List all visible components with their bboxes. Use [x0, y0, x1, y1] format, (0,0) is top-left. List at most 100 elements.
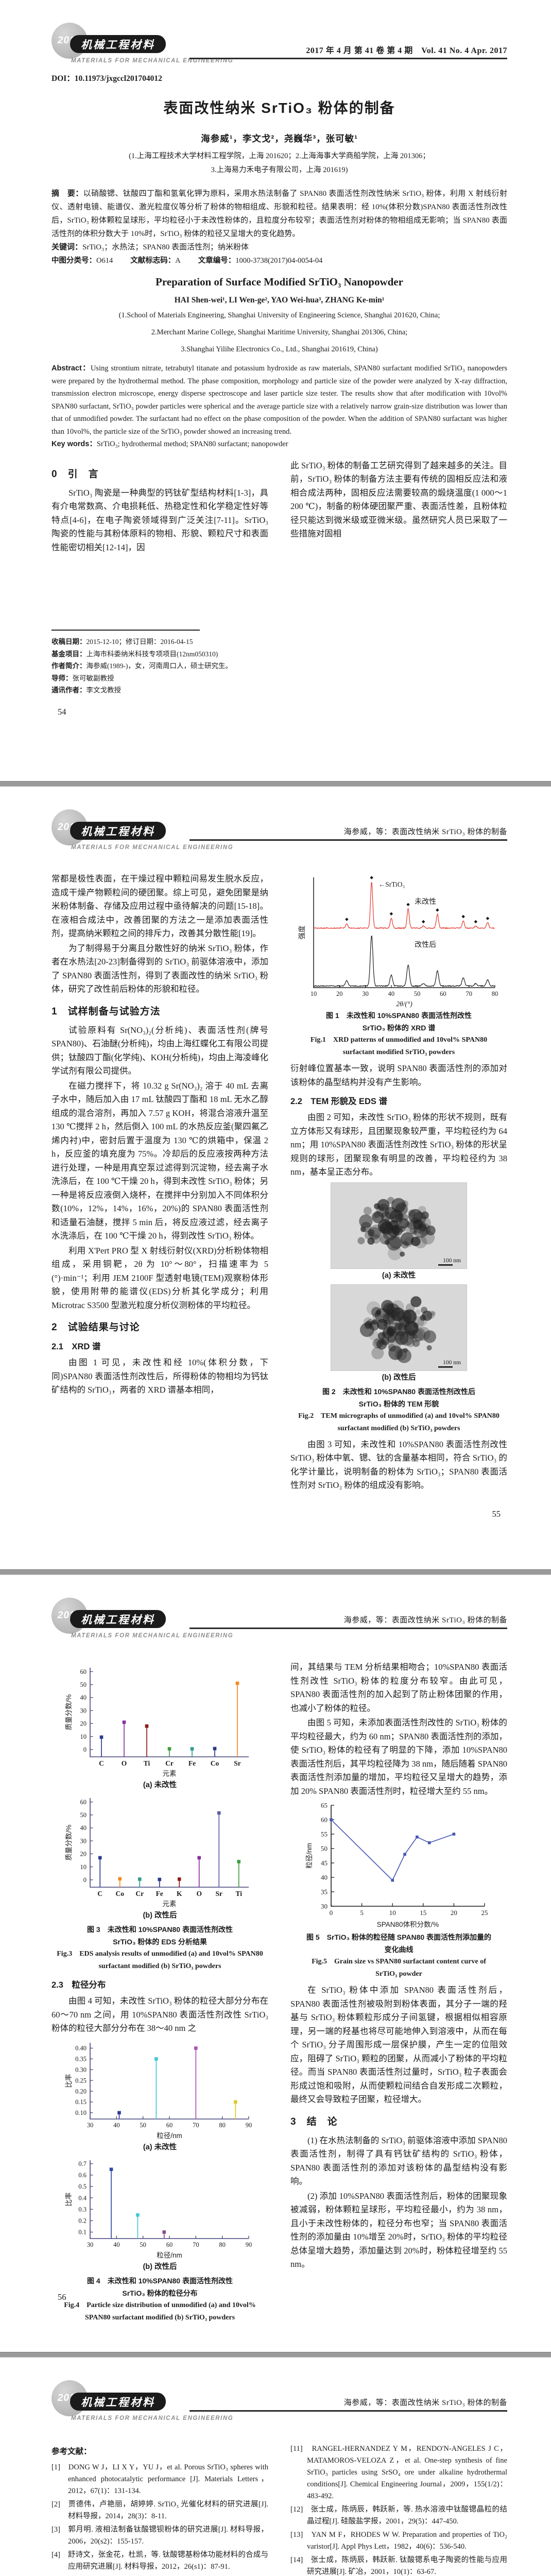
article-id-value: 1000-3738(2017)04-0054-04: [235, 257, 323, 265]
svg-text:30: 30: [87, 2122, 93, 2129]
article-id-label: 文章编号：: [198, 257, 236, 265]
issue-info: 2017 年 4 月 第 41 卷 第 4 期 Vol. 41 No. 4 Ap…: [306, 46, 507, 55]
svg-text:C: C: [97, 1890, 102, 1897]
figure3-panel-b-label: (b) 改性后: [143, 1911, 177, 1920]
abstract-text-en: Using strontium nitrate, tetrabutyl tita…: [51, 364, 508, 436]
svg-text:40: 40: [80, 1824, 87, 1832]
paragraph: 衍射峰位置基本一致，说明 SPAN80 表面活性剂的添加对该粉体的晶型结构并没有…: [290, 1063, 507, 1087]
paragraph: 由图 2 可知，未改性 SrTiO₃ 粉体的形状不规则，既有立方体形又有球形，且…: [290, 1112, 507, 1177]
svg-text:元素: 元素: [162, 1770, 176, 1777]
svg-text:10: 10: [310, 990, 317, 997]
svg-text:质量分数/%: 质量分数/%: [65, 1694, 73, 1731]
svg-text:10: 10: [80, 1733, 87, 1740]
svg-text:Fe: Fe: [156, 1890, 163, 1897]
reference-item: [11] RANGEL-HERNANDEZ Y M，RENDO'N-ANGELE…: [290, 2445, 507, 2500]
references-heading: 参考文献：: [51, 2447, 92, 2456]
intro-paragraph-right: 此 SrTiO₃ 粉体的制备工艺研究得到了越来越多的关注。目前，SrTiO₃ 粉…: [290, 460, 507, 539]
svg-text:10: 10: [80, 1863, 87, 1871]
svg-text:比率: 比率: [64, 2074, 73, 2088]
figure1-caption-cn: 图 1 未改性和 10%SPAN80 表面活性剂改性: [326, 1011, 472, 1020]
page-number: 54: [58, 707, 66, 717]
svg-text:0.10: 0.10: [75, 2109, 87, 2116]
right-column: 此 SrTiO₃ 粉体的制备工艺研究得到了越来越多的关注。目前，SrTiO₃ 粉…: [290, 459, 507, 556]
header-rule: [190, 2410, 507, 2412]
article-title-en: Preparation of Surface Modified SrTiO₃ N…: [156, 276, 403, 288]
figure3a-eds-chart: 0 10 20 30 40 50 60 C O Ti Cr Fe Co Sr 元素 质量分数/%: [51, 1663, 268, 1778]
figure3-caption-cn: SrTiO₃ 粉体的 EDS 分析结果: [113, 1938, 207, 1946]
figure4b-distribution-chart: 0.1 0.2 0.3 0.4 0.5 0.6 0.7 30 40 50 60 70 80 90 粒径/nm…: [51, 2155, 268, 2260]
page4-body: 参考文献： [1] DONG W J，LI X Y，YU J，et al. Po…: [51, 2435, 507, 2576]
svg-text:70: 70: [193, 2122, 199, 2129]
svg-text:60: 60: [440, 990, 446, 997]
authors-en: HAI Shen-wei¹, LI Wen-ge², YAO Wei-hua³,…: [174, 296, 385, 304]
svg-text:0.2: 0.2: [78, 2217, 87, 2224]
page-54: 2017 机械工程材料 MATERIALS FOR MECHANICAL ENG…: [0, 0, 551, 781]
affiliation-en-line2: 2.Merchant Marine College, Shanghai Mari…: [151, 328, 408, 336]
footnote-received: 收稿日期：2015-12-10；修订日期：2016-04-15: [51, 638, 193, 646]
figure3-caption-en: Fig.3 EDS analysis results of unmodified…: [57, 1950, 263, 1958]
figure2-caption-cn: SrTiO₃ 粉体的 TEM 形貌: [358, 1399, 439, 1408]
journal-logo: 2017 机械工程材料 MATERIALS FOR MECHANICAL ENG…: [51, 2380, 233, 2430]
svg-text:100 nm: 100 nm: [443, 1360, 461, 1366]
page-separator: [0, 1569, 551, 1575]
svg-text:30: 30: [362, 990, 369, 997]
section-0-heading: 0 引 言: [51, 468, 99, 480]
svg-text:60: 60: [80, 1668, 87, 1675]
affiliation-en-line1: (1.School of Materials Engineering, Shan…: [118, 311, 440, 319]
figure1-caption-en: surfactant modified SrTiO₃ powders: [342, 1048, 455, 1056]
left-column: 参考文献： [1] DONG W J，LI X Y，YU J，et al. Po…: [51, 2443, 268, 2576]
figure4-caption-cn: 图 4 未改性和 10%SPAN80 表面活性剂改性: [87, 2276, 233, 2285]
journal-logo: 2017 机械工程材料 MATERIALS FOR MECHANICAL ENG…: [51, 809, 233, 859]
footnote-fund: 基金项目：上海市科委纳米科技专项项目(12nm050310): [51, 650, 218, 658]
svg-text:20: 20: [80, 1720, 87, 1727]
svg-text:40: 40: [113, 2241, 120, 2248]
page-56: 2017 机械工程材料 MATERIALS FOR MECHANICAL ENG…: [0, 1575, 551, 2352]
svg-text:50: 50: [80, 1811, 87, 1819]
svg-text:30: 30: [321, 1902, 328, 1910]
figure5-caption-cn: 图 5 SrTiO₃ 粉体的粒径随 SPAN80 表面活性剂添加量的: [306, 1933, 492, 1941]
svg-text:10: 10: [389, 1909, 395, 1917]
page-57: 2017 机械工程材料 MATERIALS FOR MECHANICAL ENG…: [0, 2358, 551, 2576]
svg-text:粒径/nm: 粒径/nm: [305, 1843, 313, 1869]
svg-text:C: C: [99, 1759, 104, 1767]
paragraph: 由图 3 可知，未改性和 10%SPAN80 表面活性剂改性 SrTiO₃ 粉体…: [290, 1439, 507, 1490]
footnote-rule: [51, 630, 200, 631]
svg-text:0.7: 0.7: [78, 2160, 87, 2167]
svg-text:粒径/nm: 粒径/nm: [157, 2132, 182, 2140]
svg-text:2θ/(°): 2θ/(°): [396, 1000, 412, 1008]
svg-text:50: 50: [140, 2122, 146, 2129]
paragraph: 在磁力搅拌下，将 10.32 g Sr(NO₃)₂ 溶于 40 mL 去离子水中…: [51, 1080, 268, 1241]
classification-line: 中图分类号：O614 文献标志码：A 文章编号：1000-3738(2017)04-…: [51, 254, 507, 267]
svg-text:质量分数/%: 质量分数/%: [65, 1825, 73, 1861]
footnote-bio: 作者简介：海参威(1989-)，女，河南周口人，硕士研究生。: [51, 662, 232, 670]
tem-image-unmodified: 100 nm: [290, 1182, 507, 1269]
svg-text:40: 40: [321, 1873, 328, 1881]
tem-image-modified: 100 nm: [290, 1284, 507, 1371]
svg-text:改性后: 改性后: [415, 940, 436, 948]
journal-name-en: MATERIALS FOR MECHANICAL ENGINEERING: [71, 844, 234, 851]
svg-text:0.20: 0.20: [75, 2088, 87, 2095]
affiliation-cn-line2: 3.上海易力禾电子有限公司，上海 201619): [211, 166, 348, 174]
svg-text:50: 50: [321, 1844, 328, 1852]
section-21-heading: 2.1 XRD 谱: [51, 1342, 101, 1351]
figure5-caption-cn: 变化曲线: [384, 1945, 414, 1954]
keywords-en: Key words：SrTiO₃; hydrothermal method; S…: [51, 438, 507, 451]
svg-text:Ti: Ti: [143, 1759, 150, 1767]
svg-text:5: 5: [360, 1909, 364, 1917]
footnote-block: 收稿日期：2015-12-10；修订日期：2016-04-15 基金项目：上海市…: [51, 630, 268, 697]
svg-text:20: 20: [336, 990, 343, 997]
keywords-text-cn: SrTiO₃；水热法；SPAN80 表面活性剂；纳米粉体: [82, 243, 249, 251]
abstract-cn: 摘 要：以硝酸锶、钛酸四丁酯和氢氧化钾为原料，采用水热法制备了 SPAN80 表…: [51, 187, 507, 241]
page3-body: 0 10 20 30 40 50 60 C O Ti Cr Fe Co Sr 元素 质量分数/% (a) 未改…: [51, 1652, 507, 2324]
reference-item: [12] 张士成，陈炳辰，韩跃新，等. 热水溶液中钛酸锶晶粒的结晶过程[J]. …: [290, 2505, 507, 2526]
svg-text:0.4: 0.4: [78, 2194, 87, 2201]
svg-text:55: 55: [321, 1830, 328, 1838]
svg-text:60: 60: [80, 1799, 87, 1806]
keywords-label-cn: 关键词：: [51, 243, 83, 251]
svg-text:90: 90: [245, 2241, 252, 2248]
keywords-label-en: Key words：: [51, 440, 97, 448]
svg-text:0.15: 0.15: [75, 2098, 87, 2106]
svg-text:O: O: [196, 1890, 202, 1897]
svg-text:80: 80: [491, 990, 498, 997]
paragraph: 由图 1 可见，未改性和经 10%(体积分数，下同)SPAN80 表面活性剂改性…: [51, 1358, 268, 1395]
